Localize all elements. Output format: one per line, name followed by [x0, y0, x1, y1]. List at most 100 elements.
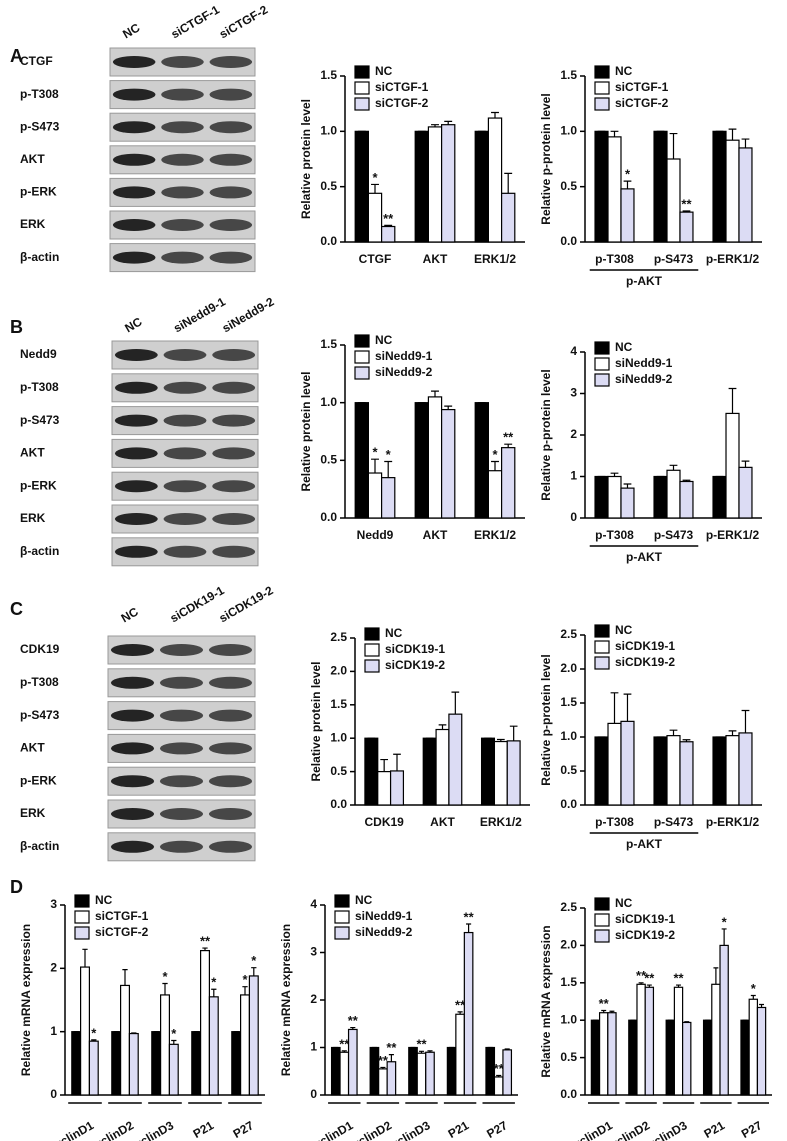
y-axis-label: Relative mRNA expression: [19, 924, 33, 1076]
x-tick-label: AKT: [423, 528, 448, 542]
blot-band: [161, 251, 204, 264]
legend-label: siNedd9-1: [615, 356, 673, 370]
legend-swatch: [354, 366, 370, 380]
bar: [738, 147, 753, 243]
x-tick-label: p-S473: [654, 252, 694, 266]
blot-label: ERK: [20, 217, 46, 231]
x-tick-label: CyclinD1: [304, 1118, 356, 1141]
blot-band: [209, 88, 253, 101]
y-tick-label: 0: [310, 1087, 317, 1101]
error-bar: [669, 729, 678, 736]
significance: **: [464, 909, 475, 924]
legend-label: NC: [615, 340, 633, 354]
blot-band: [112, 251, 156, 264]
legend-swatch: [594, 913, 610, 927]
bar: [712, 475, 727, 519]
blot-band: [159, 775, 204, 788]
y-tick-label: 0.0: [330, 797, 347, 811]
bar: [367, 192, 383, 243]
bar: [493, 740, 508, 806]
error-bar: [122, 969, 128, 986]
blot-band: [110, 676, 155, 689]
error-bar: [728, 730, 737, 736]
bar: [480, 737, 496, 806]
bar: [679, 741, 694, 806]
x-tick-label: p-S473: [654, 528, 694, 542]
legend-swatch: [594, 373, 610, 387]
blot-label: p-ERK: [20, 478, 57, 492]
y-tick-label: 2.0: [560, 938, 577, 952]
y-tick-label: 2: [310, 992, 317, 1006]
blot-label: β-actin: [20, 250, 59, 264]
x-tick-label: CyclinD1: [45, 1118, 97, 1141]
error-bar: [684, 1021, 690, 1023]
error-bar: [431, 390, 439, 397]
error-bar: [384, 224, 393, 227]
bar: [620, 720, 635, 806]
error-bar: [431, 124, 439, 127]
error-bar: [741, 460, 750, 468]
legend-label: siCDK19-2: [615, 655, 675, 669]
error-bar: [750, 994, 756, 1000]
significance: **: [378, 1053, 389, 1068]
legend-swatch: [594, 357, 610, 371]
significance: *: [722, 914, 728, 929]
bar: [740, 1019, 750, 1096]
error-bar: [713, 967, 719, 985]
significance: *: [162, 969, 168, 984]
y-tick-label: 1.0: [330, 730, 347, 744]
error-bar: [610, 130, 619, 137]
y-tick-label: 1: [310, 1040, 317, 1054]
y-tick-label: 3: [50, 897, 57, 911]
bar: [168, 1043, 179, 1096]
x-tick-label: P21: [446, 1118, 472, 1141]
blot-band: [163, 480, 207, 493]
significance: **: [681, 196, 692, 211]
legend-swatch: [594, 81, 610, 95]
y-tick-label: 0.0: [320, 510, 337, 524]
significance: **: [416, 1037, 427, 1052]
y-tick-label: 2.5: [560, 627, 577, 641]
y-axis-label: Relative mRNA expression: [539, 925, 553, 1077]
error-bar: [457, 1011, 463, 1015]
y-tick-label: 0.0: [560, 797, 577, 811]
legend-label: siCDK19-2: [615, 928, 675, 942]
blot-band: [209, 121, 253, 134]
bar: [673, 986, 684, 1096]
legend-swatch: [594, 97, 610, 111]
y-tick-label: 1.5: [320, 68, 337, 82]
bar: [441, 408, 456, 519]
blot-band: [114, 480, 158, 493]
error-bar: [601, 1009, 607, 1013]
blot-band: [161, 121, 204, 134]
y-tick-label: 0.5: [560, 179, 577, 193]
blot-band: [159, 676, 204, 689]
bar: [354, 402, 370, 519]
legend-label: NC: [615, 896, 633, 910]
lane-label: siCTGF-2: [217, 2, 270, 41]
bar: [191, 1031, 202, 1096]
y-tick-label: 0.0: [560, 234, 577, 248]
bar: [408, 1046, 418, 1096]
significance: *: [91, 1025, 97, 1040]
bar: [389, 770, 405, 806]
bar: [160, 994, 171, 1096]
bar: [594, 475, 609, 519]
legend-label: siNedd9-2: [375, 365, 433, 379]
legend-label: siCTGF-2: [375, 96, 429, 110]
significance: **: [339, 1036, 350, 1051]
legend-label: siNedd9-2: [615, 372, 673, 386]
y-tick-label: 0: [50, 1087, 57, 1101]
bar: [679, 480, 694, 519]
legend-label: siNedd9-1: [375, 349, 433, 363]
legend-label: NC: [355, 893, 373, 907]
bar: [128, 1032, 139, 1096]
blot-band: [110, 775, 155, 788]
blot-label: AKT: [20, 446, 45, 460]
error-bar: [676, 984, 681, 988]
error-bar: [609, 1010, 615, 1013]
error-bar: [728, 387, 737, 414]
error-bar: [669, 132, 678, 159]
blot-band: [159, 840, 204, 853]
blot-label: p-T308: [20, 87, 59, 101]
